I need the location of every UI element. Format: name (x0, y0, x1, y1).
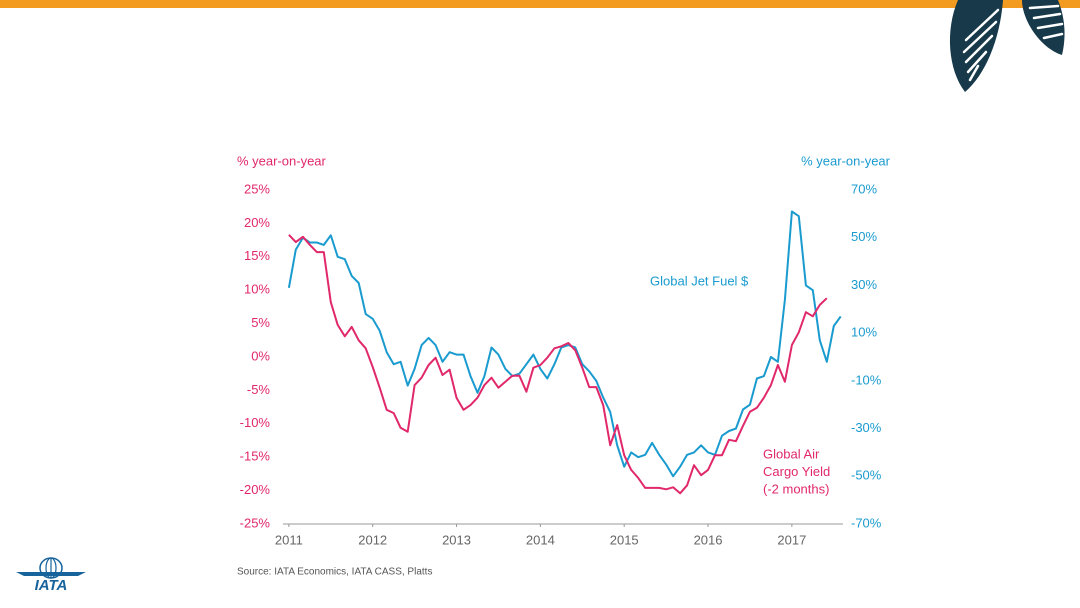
y2-axis-title: % year-on-year (801, 153, 891, 168)
y-axis-title: % year-on-year (237, 153, 327, 168)
y-tick-label: 20% (244, 215, 270, 230)
decoration (949, 0, 1065, 92)
x-tick-label: 2014 (526, 532, 555, 547)
y-tick-label: 15% (244, 248, 270, 263)
y-tick-label: -15% (240, 449, 271, 464)
series-line (288, 234, 828, 495)
y2-tick-label: 70% (851, 181, 877, 196)
x-tick-label: 2013 (442, 532, 471, 547)
series-label: Global Jet Fuel $ (650, 273, 749, 288)
y-tick-label: 5% (251, 315, 270, 330)
top-bar (0, 0, 1080, 8)
y2-tick-label: -70% (851, 515, 882, 530)
x-tick-label: 2016 (694, 532, 723, 547)
x-tick-label: 2011 (275, 532, 303, 547)
logo-text: IATA (35, 577, 68, 594)
y-tick-label: -25% (240, 515, 271, 530)
series-line (287, 210, 842, 478)
logo: IATA (16, 557, 86, 594)
y-tick-label: -20% (240, 482, 271, 497)
y2-tick-label: 30% (851, 277, 877, 292)
x-tick-label: 2015 (610, 532, 639, 547)
y2-tick-label: -50% (851, 468, 882, 483)
y2-tick-label: 10% (851, 325, 877, 340)
x-tick-label: 2017 (777, 532, 806, 547)
y-tick-label: 25% (244, 181, 270, 196)
y2-tick-label: 50% (851, 229, 877, 244)
y2-tick-label: -30% (851, 420, 882, 435)
series-label: Cargo Yield (763, 464, 830, 479)
y-tick-label: 0% (251, 348, 270, 363)
y-tick-label: -5% (247, 382, 271, 397)
series-label: (-2 months) (763, 481, 829, 496)
y2-tick-label: -10% (851, 372, 882, 387)
y-tick-label: -10% (240, 415, 271, 430)
x-tick-label: 2012 (358, 532, 387, 547)
series-label: Global Air (763, 446, 820, 461)
y-tick-label: 10% (244, 282, 270, 297)
source-note: Source: IATA Economics, IATA CASS, Platt… (237, 567, 432, 578)
